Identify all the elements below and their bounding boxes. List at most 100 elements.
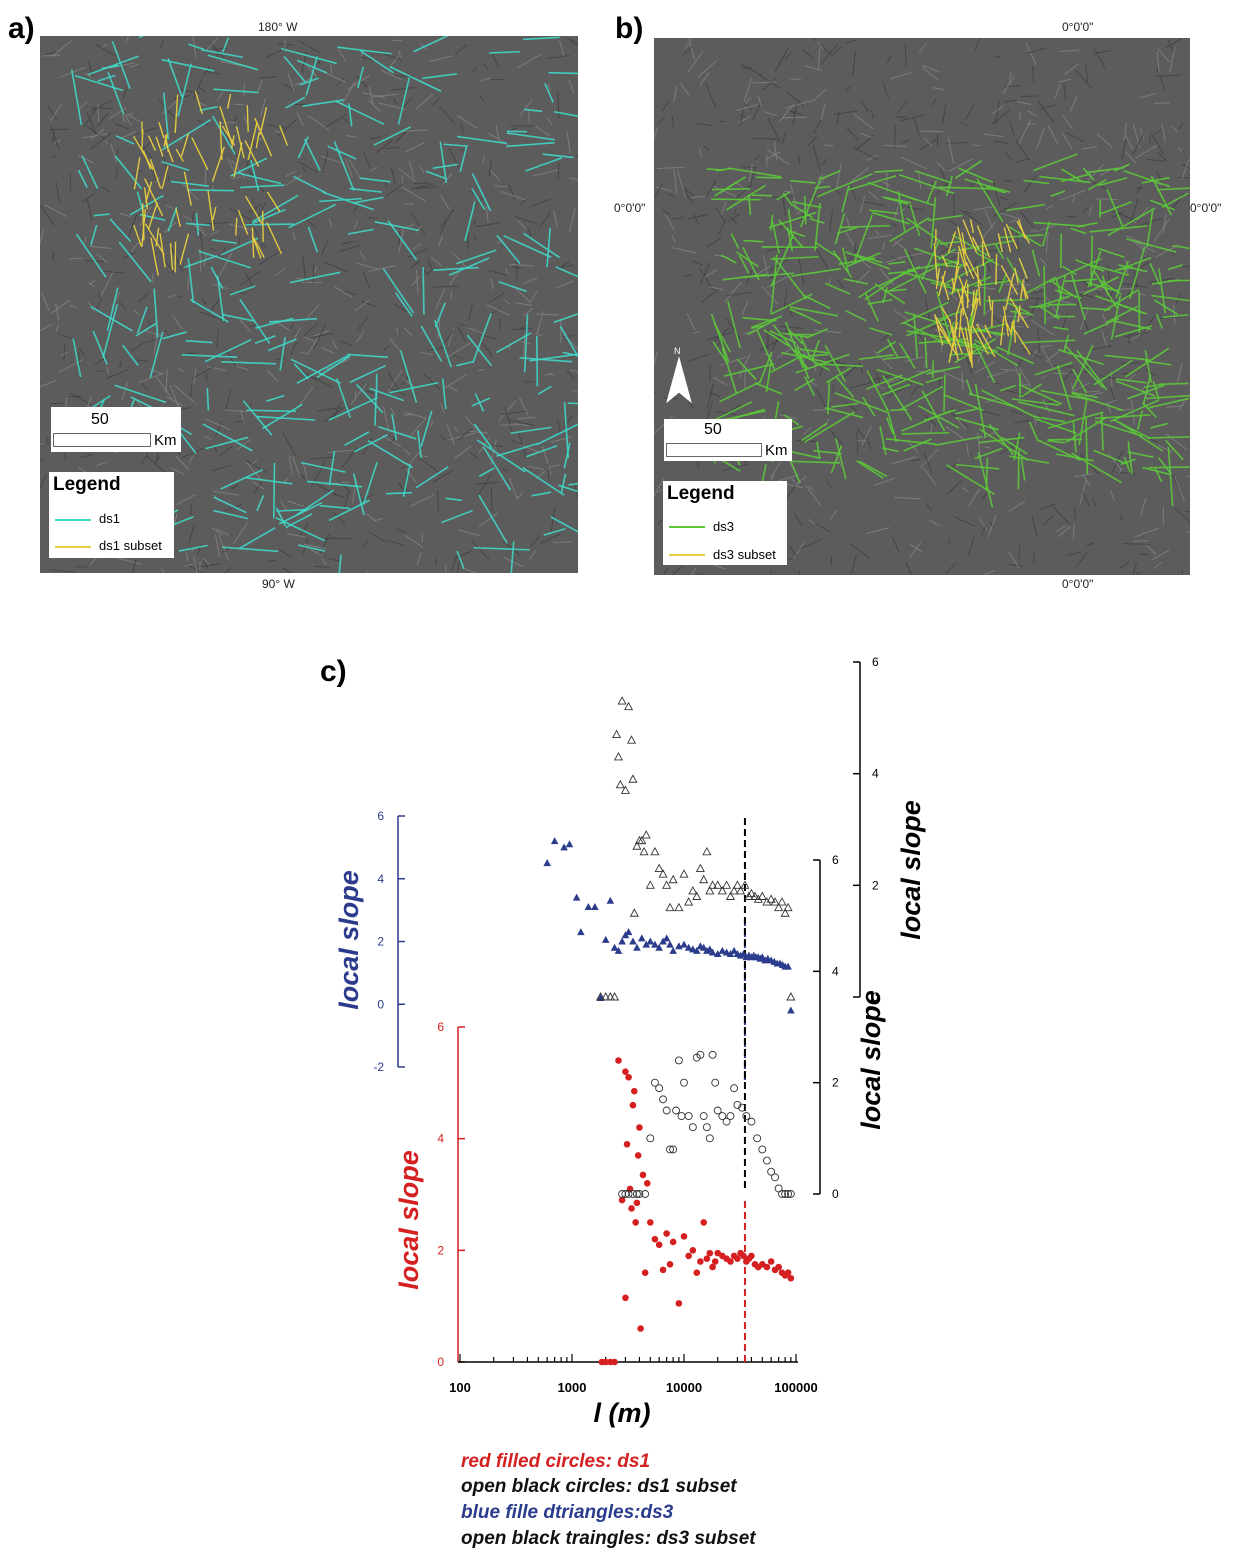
y-tick-label: 4 (377, 872, 384, 886)
data-point (577, 928, 585, 936)
data-point (669, 946, 677, 954)
data-point (699, 943, 708, 951)
y-axis-title-blue: local slope (334, 870, 364, 1010)
caption-3-right: ds3 (640, 1502, 674, 1523)
data-point (783, 902, 793, 912)
data-point (628, 1190, 637, 1198)
data-point (655, 1084, 664, 1093)
data-point (651, 1235, 659, 1243)
data-point (584, 902, 593, 910)
data-point (718, 946, 727, 954)
data-point (786, 1190, 795, 1198)
legend-swatch-ds1-subset (55, 546, 91, 548)
data-point (633, 1199, 641, 1207)
x-tick-label: 1000 (558, 1380, 587, 1395)
data-point (665, 902, 675, 912)
data-point (699, 874, 709, 884)
data-point (612, 729, 622, 739)
data-point (733, 1100, 742, 1109)
data-point (766, 894, 776, 903)
data-point (730, 1084, 739, 1093)
y-tick-label: 0 (872, 990, 879, 1004)
data-point (709, 1263, 716, 1271)
data-point (560, 843, 568, 851)
data-point (753, 1134, 762, 1143)
caption-4-right: ds3 subset (656, 1528, 756, 1549)
legend-title: Legend (667, 483, 735, 504)
data-point (744, 891, 754, 900)
data-point (708, 948, 717, 956)
legend-label-ds1: ds1 (99, 511, 120, 526)
x-tick-label: 10000 (666, 1380, 702, 1395)
y-tick-label: 0 (832, 1187, 839, 1201)
y-axis-black_circles: 0 2 4 6 (813, 853, 839, 1201)
y-tick-label: 6 (872, 655, 879, 669)
x-axis-title: l (m) (594, 1398, 651, 1428)
data-point (602, 1358, 610, 1366)
data-point (624, 928, 633, 936)
subset-traces (933, 219, 1031, 368)
data-point (787, 1274, 795, 1282)
caption-line-1: red filled circles: ds1 (461, 1451, 650, 1473)
data-point (703, 1255, 711, 1263)
data-point (700, 1219, 708, 1226)
data-point (662, 1106, 671, 1115)
data-point (718, 1112, 727, 1121)
y-axis-title-red: local slope (394, 1150, 424, 1290)
y-tick-label: 2 (872, 878, 879, 892)
data-point (771, 1173, 779, 1182)
data-point (674, 1056, 683, 1065)
x-axis: 100 1000 10000 100000 (449, 1354, 818, 1395)
data-point (770, 897, 780, 906)
data-point (621, 1190, 630, 1198)
panel-a-top-coord: 180° W (258, 20, 298, 34)
data-point (634, 1152, 642, 1159)
data-point (632, 1190, 641, 1198)
data-point (646, 1134, 655, 1143)
data-point (633, 943, 641, 951)
scale-value: 50 (91, 411, 109, 428)
data-point (615, 779, 625, 789)
data-point (688, 885, 698, 895)
data-point (763, 1263, 771, 1271)
data-point (729, 885, 739, 895)
series-ds1 (598, 1057, 795, 1366)
data-point (696, 1050, 705, 1059)
data-point (655, 943, 663, 951)
data-point (786, 992, 796, 1001)
data-point (734, 1255, 741, 1263)
scale-unit: Km (154, 432, 177, 449)
data-point (722, 880, 732, 889)
y-tick-label: 2 (832, 1076, 839, 1090)
y-tick-label: 6 (437, 1020, 444, 1034)
data-point (750, 891, 760, 900)
data-point (693, 1269, 701, 1276)
data-point (618, 1196, 626, 1204)
data-point (637, 1325, 644, 1332)
panel-b-legend: Legend ds3 ds3 subset (663, 481, 787, 565)
y-axis-black_triangles: 0 2 4 6 (853, 655, 879, 1004)
y-tick-label: -2 (373, 1060, 384, 1074)
data-point (774, 902, 784, 912)
data-point (684, 897, 694, 906)
data-point (708, 880, 718, 889)
data-point (659, 937, 667, 945)
series-ds1-subset (618, 1050, 795, 1198)
data-point (637, 835, 647, 845)
data-point (632, 841, 642, 850)
data-point (753, 894, 763, 903)
data-point (632, 1219, 639, 1226)
data-point (748, 1252, 755, 1260)
data-point (646, 937, 655, 945)
data-point (591, 902, 599, 910)
panel-a-bottom-coord: 90° W (262, 577, 295, 591)
data-point (777, 897, 787, 906)
data-point (767, 1167, 776, 1176)
x-tick-label: 100 (449, 1380, 471, 1395)
data-point (646, 1219, 654, 1226)
y-tick-label: 2 (437, 1243, 444, 1257)
data-point (645, 880, 655, 889)
data-point (572, 893, 581, 901)
data-point (674, 902, 684, 912)
caption-line-3: blue fille dtriangles:ds3 (461, 1502, 673, 1524)
